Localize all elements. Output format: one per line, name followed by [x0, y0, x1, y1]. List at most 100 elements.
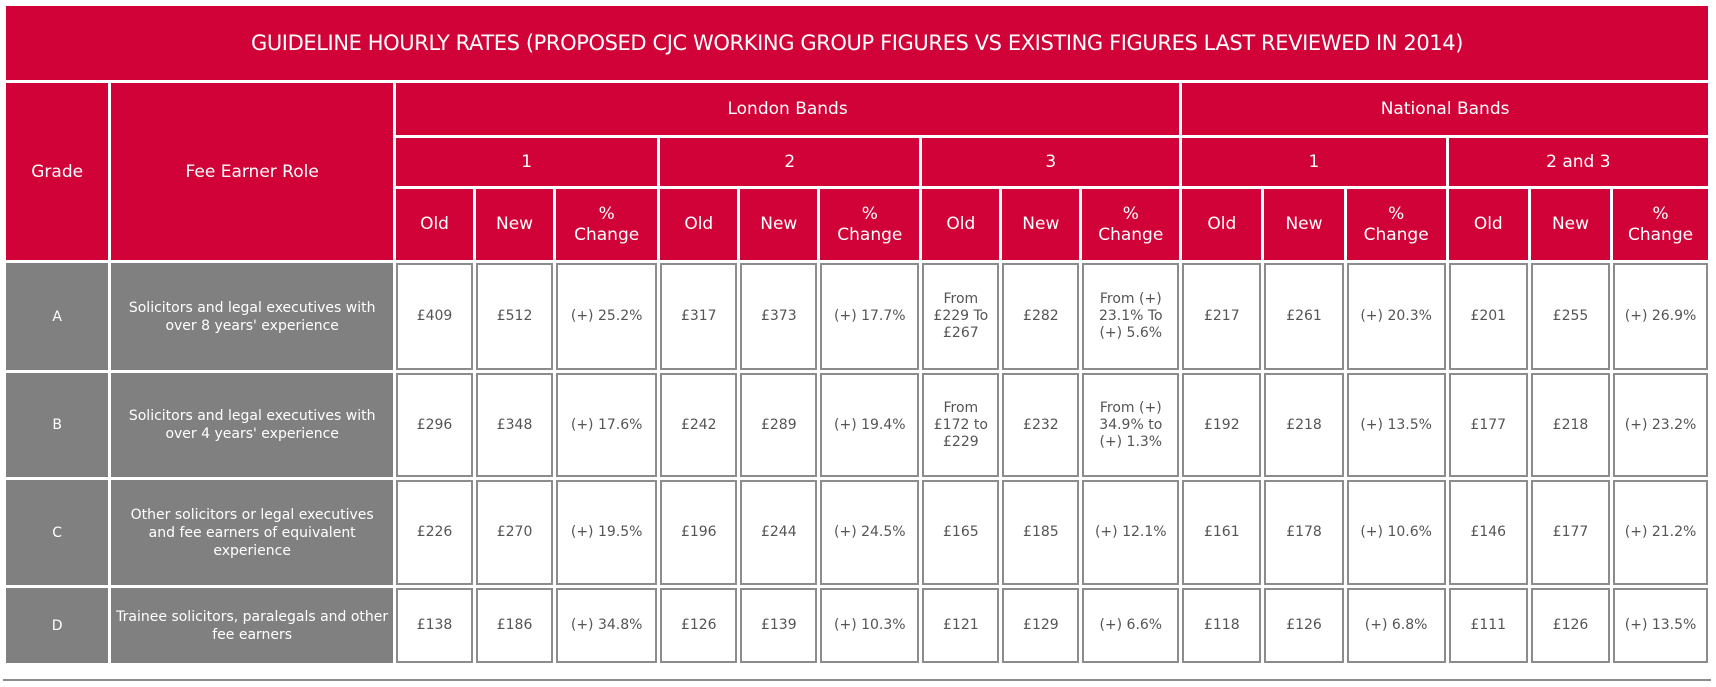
rate-cell: £261	[1264, 263, 1344, 370]
rate-cell: From (+) 34.9% to (+) 1.3%	[1082, 373, 1180, 477]
percent-sign: %	[1388, 203, 1405, 224]
rate-cell: £244	[740, 480, 818, 585]
rate-cell: £512	[476, 263, 554, 370]
rate-cell: (+) 6.6%	[1082, 588, 1180, 663]
rate-cell: £282	[1002, 263, 1080, 370]
rate-cell: (+) 19.4%	[820, 373, 920, 477]
rate-cell: £409	[396, 263, 474, 370]
grade-cell: C	[6, 480, 109, 585]
rate-cell: (+) 12.1%	[1082, 480, 1180, 585]
rate-cell: £232	[1002, 373, 1080, 477]
rate-cell: £129	[1002, 588, 1080, 663]
fee-earner-role-cell: Solicitors and legal executives with ove…	[111, 263, 394, 370]
table-row: C Other solicitors or legal executives an…	[6, 480, 1708, 585]
rate-cell: £185	[1002, 480, 1080, 585]
rate-cell: £270	[476, 480, 554, 585]
national-2-and-3-new-header: New	[1530, 189, 1611, 260]
grade-cell: D	[6, 588, 109, 663]
national-1-change-header: % Change	[1346, 189, 1446, 260]
rate-cell: £121	[922, 588, 1000, 663]
rate-cell: £146	[1448, 480, 1528, 585]
rate-cell: £289	[740, 373, 818, 477]
percent-sign: %	[861, 203, 878, 224]
rate-cell: £296	[396, 373, 474, 477]
national-bands-header: National Bands	[1182, 83, 1708, 135]
rate-cell: £192	[1182, 373, 1262, 477]
rate-cell: £139	[740, 588, 818, 663]
rate-cell: £317	[660, 263, 738, 370]
london-3-new-header: New	[1002, 189, 1080, 260]
rate-cell: (+) 17.7%	[820, 263, 920, 370]
table-body: A Solicitors and legal executives with ov…	[6, 263, 1708, 663]
rate-cell: From (+) 23.1% To (+) 5.6%	[1082, 263, 1180, 370]
change-label: Change	[574, 224, 640, 245]
national-2-and-3-change-header: % Change	[1613, 189, 1708, 260]
grade-header: Grade	[6, 83, 109, 260]
rate-cell: (+) 26.9%	[1613, 263, 1708, 370]
guideline-hourly-rates-table: GUIDELINE HOURLY RATES (PROPOSED CJC WOR…	[3, 3, 1711, 666]
national-2-and-3-old-header: Old	[1448, 189, 1528, 260]
grade-cell: A	[6, 263, 109, 370]
percent-sign: %	[1652, 203, 1669, 224]
percent-sign: %	[1122, 203, 1139, 224]
london-band-2-header: 2	[660, 138, 920, 186]
rate-cell: From £229 To £267	[922, 263, 1000, 370]
rate-cell: £126	[660, 588, 738, 663]
rate-cell: £111	[1448, 588, 1528, 663]
rate-cell: £255	[1530, 263, 1611, 370]
rate-cell: (+) 17.6%	[556, 373, 658, 477]
rate-cell: (+) 23.2%	[1613, 373, 1708, 477]
table-row: D Trainee solicitors, paralegals and othe…	[6, 588, 1708, 663]
change-label: Change	[1098, 224, 1164, 245]
rate-cell: £217	[1182, 263, 1262, 370]
rate-cell: (+) 10.3%	[820, 588, 920, 663]
rate-cell: £118	[1182, 588, 1262, 663]
rate-cell: £186	[476, 588, 554, 663]
rate-cell: £178	[1264, 480, 1344, 585]
london-1-new-header: New	[476, 189, 554, 260]
column-header-row: Old New% Change Old New% Change Old New% Change O…	[6, 189, 1708, 260]
rate-cell: (+) 20.3%	[1346, 263, 1446, 370]
london-3-old-header: Old	[922, 189, 1000, 260]
london-1-change-header: % Change	[556, 189, 658, 260]
rate-cell: (+) 24.5%	[820, 480, 920, 585]
rate-cell: £165	[922, 480, 1000, 585]
rate-cell: (+) 13.5%	[1346, 373, 1446, 477]
table-title: GUIDELINE HOURLY RATES (PROPOSED CJC WOR…	[6, 6, 1708, 80]
london-3-change-header: % Change	[1082, 189, 1180, 260]
rate-cell: £177	[1448, 373, 1528, 477]
rate-cell: (+) 6.8%	[1346, 588, 1446, 663]
fee-earner-role-cell: Other solicitors or legal executives and…	[111, 480, 394, 585]
london-bands-header: London Bands	[396, 83, 1180, 135]
london-band-1-header: 1	[396, 138, 658, 186]
rate-cell: £201	[1448, 263, 1528, 370]
national-band-1-header: 1	[1182, 138, 1446, 186]
rate-cell: £348	[476, 373, 554, 477]
rate-cell: (+) 34.8%	[556, 588, 658, 663]
change-label: Change	[1628, 224, 1694, 245]
rate-cell: £138	[396, 588, 474, 663]
rate-cell: £126	[1264, 588, 1344, 663]
national-1-old-header: Old	[1182, 189, 1262, 260]
change-label: Change	[837, 224, 903, 245]
rate-cell: £242	[660, 373, 738, 477]
fee-earner-role-cell: Solicitors and legal executives with ove…	[111, 373, 394, 477]
grade-cell: B	[6, 373, 109, 477]
table-row: B Solicitors and legal executives with ov…	[6, 373, 1708, 477]
table-bottom-border	[3, 679, 1711, 681]
rate-cell: £218	[1530, 373, 1611, 477]
rate-cell: (+) 21.2%	[1613, 480, 1708, 585]
percent-sign: %	[598, 203, 615, 224]
table-row: A Solicitors and legal executives with ov…	[6, 263, 1708, 370]
change-label: Change	[1363, 224, 1429, 245]
fee-earner-role-header: Fee Earner Role	[111, 83, 394, 260]
fee-earner-role-cell: Trainee solicitors, paralegals and other…	[111, 588, 394, 663]
rate-cell: £218	[1264, 373, 1344, 477]
rate-cell: (+) 13.5%	[1613, 588, 1708, 663]
rate-cell: From £172 to £229	[922, 373, 1000, 477]
london-1-old-header: Old	[396, 189, 474, 260]
rate-cell: £161	[1182, 480, 1262, 585]
national-1-new-header: New	[1264, 189, 1344, 260]
rate-cell: £373	[740, 263, 818, 370]
